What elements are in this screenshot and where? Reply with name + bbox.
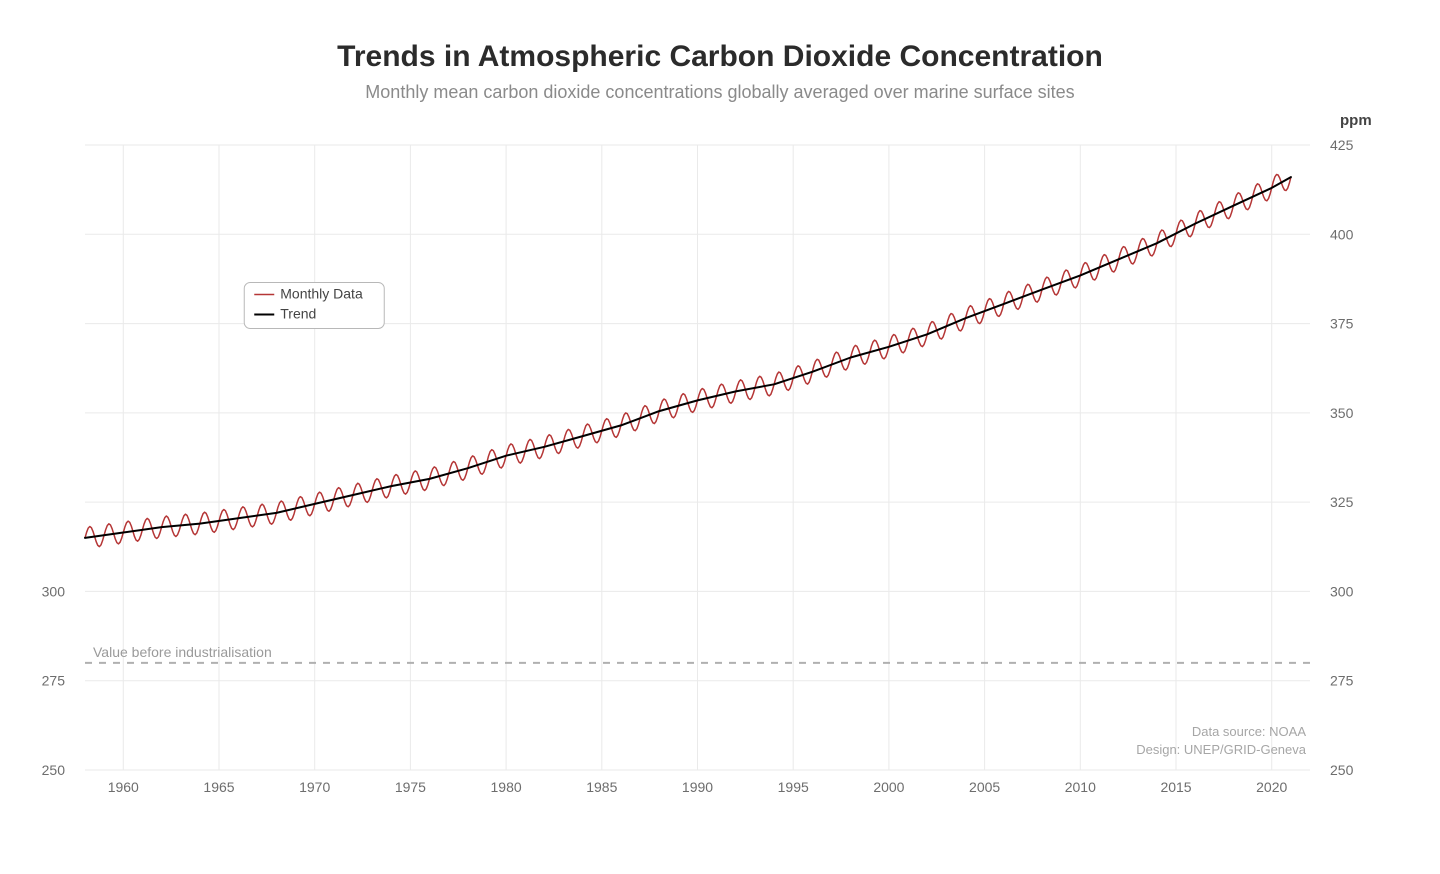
y-tick-label-right: 250 <box>1330 762 1354 778</box>
attribution-source: Data source: NOAA <box>1192 724 1306 739</box>
y-tick-label-right: 400 <box>1330 226 1354 242</box>
y-tick-label-right: 300 <box>1330 583 1354 599</box>
x-tick-label: 2005 <box>969 779 1000 795</box>
y-tick-label-right: 425 <box>1330 137 1354 153</box>
x-tick-label: 1970 <box>299 779 330 795</box>
x-tick-label: 1990 <box>682 779 713 795</box>
y-tick-label-left: 300 <box>42 583 66 599</box>
y-tick-label-right: 275 <box>1330 673 1354 689</box>
trend-series-line <box>85 177 1291 538</box>
co2-line-chart: Value before industrialisation 1960 1965 19… <box>0 0 1440 874</box>
x-tick-label: 2015 <box>1160 779 1191 795</box>
legend-label: Monthly Data <box>280 286 363 302</box>
y-axis-unit-label: ppm <box>1340 112 1372 129</box>
x-tick-label: 2000 <box>873 779 904 795</box>
x-tick-label: 1965 <box>203 779 234 795</box>
chart-title: Trends in Atmospheric Carbon Dioxide Con… <box>0 40 1440 74</box>
attribution-design: Design: UNEP/GRID-Geneva <box>1136 742 1307 757</box>
y-tick-label-left: 250 <box>42 762 66 778</box>
y-tick-label-right: 375 <box>1330 316 1354 332</box>
monthly-series-line <box>85 175 1291 547</box>
x-tick-label: 1985 <box>586 779 617 795</box>
legend-label: Trend <box>280 306 316 322</box>
y-tick-label-right: 350 <box>1330 405 1354 421</box>
x-tick-label: 1995 <box>778 779 809 795</box>
chart-subtitle: Monthly mean carbon dioxide concentratio… <box>0 82 1440 103</box>
x-tick-label: 1975 <box>395 779 426 795</box>
x-tick-label: 2010 <box>1065 779 1096 795</box>
x-tick-label: 1980 <box>491 779 522 795</box>
pre-industrial-label: Value before industrialisation <box>93 644 272 660</box>
y-tick-label-left: 275 <box>42 673 66 689</box>
x-tick-label: 1960 <box>108 779 139 795</box>
x-tick-label: 2020 <box>1256 779 1287 795</box>
y-tick-label-right: 325 <box>1330 494 1354 510</box>
